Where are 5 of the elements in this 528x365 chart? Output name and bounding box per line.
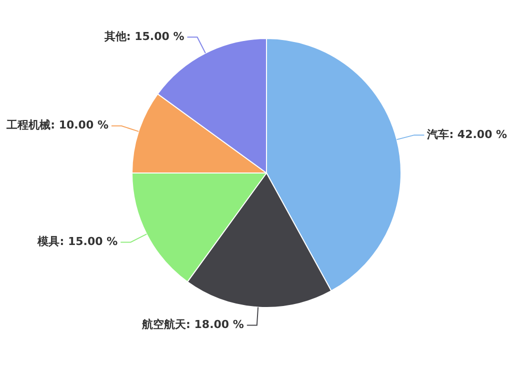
slice-label: 工程机械: 10.00 % — [6, 118, 108, 132]
slice-label: 其他: 15.00 % — [103, 30, 184, 43]
slice-label: 汽车: 42.00 % — [426, 128, 508, 141]
slice-label: 模具: 15.00 % — [36, 235, 118, 248]
slice-label: 航空航天: 18.00 % — [141, 318, 244, 332]
